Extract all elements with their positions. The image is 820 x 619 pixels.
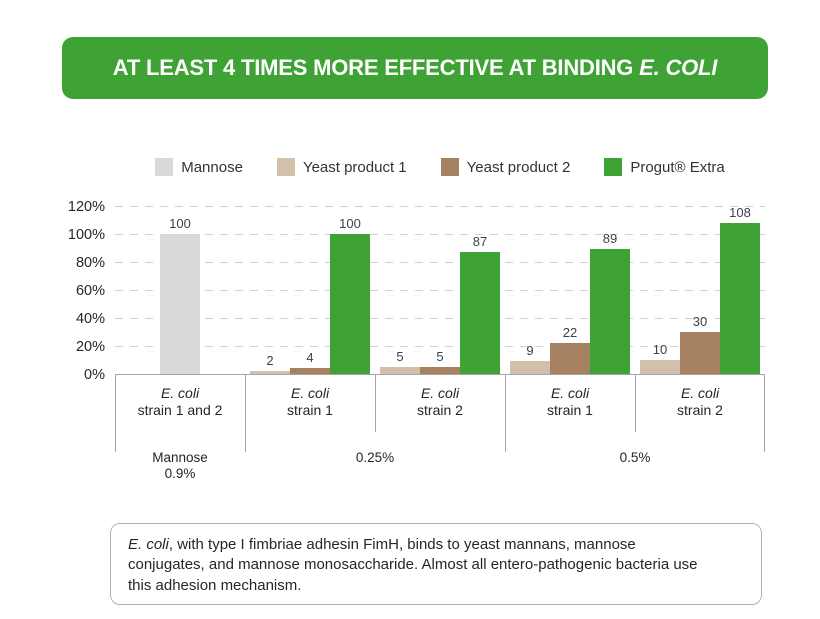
x-axis-supergroup-label-line: Mannose bbox=[152, 450, 208, 465]
x-axis-supergroup-label-line: 0.5% bbox=[619, 450, 651, 465]
bar-value-label: 100 bbox=[169, 216, 191, 231]
y-tick-label: 40% bbox=[75, 311, 105, 327]
bar-value-label: 87 bbox=[472, 234, 488, 250]
legend-label: Yeast product 1 bbox=[302, 158, 407, 176]
bar-value-label: 108 bbox=[729, 204, 751, 220]
x-axis-group-label: E. coli strain 1 and 2 bbox=[115, 385, 245, 418]
y-tick-label: 80% bbox=[75, 255, 105, 271]
page-title: AT LEAST 4 TIMES MORE EFFECTIVE AT BINDI… bbox=[112, 55, 718, 81]
x-axis-minor-tick bbox=[635, 375, 636, 432]
x-axis-major-tick bbox=[245, 375, 246, 452]
footnote-rest: , with type I fimbriae adhesin FimH, bin… bbox=[128, 536, 698, 594]
gridline bbox=[115, 234, 765, 235]
bar bbox=[640, 360, 680, 374]
legend-item: Progut® Extra bbox=[604, 158, 725, 176]
x-axis-major-tick bbox=[764, 375, 765, 452]
bar-value-label: 5 bbox=[436, 349, 444, 364]
x-axis-supergroup-label-line: 0.9% bbox=[164, 466, 196, 481]
y-axis: 0% 20% 40% 60% 80% 100% 120% bbox=[0, 199, 105, 383]
gridline bbox=[115, 206, 765, 207]
bar bbox=[330, 234, 370, 374]
x-axis-supergroup-label: 0.25% bbox=[245, 450, 505, 466]
x-axis-group-label-line1: E. coli bbox=[420, 385, 460, 401]
x-axis-group-label-line2: strain 1 bbox=[287, 401, 333, 418]
bar-value-label: 89 bbox=[602, 231, 618, 247]
bar bbox=[720, 222, 760, 374]
bar bbox=[290, 368, 330, 374]
y-tick-label: 100% bbox=[67, 227, 105, 243]
bar-value-label: 10 bbox=[652, 342, 668, 357]
y-tick-label: 0% bbox=[84, 367, 105, 383]
x-axis-supergroup-label: Mannose 0.9% bbox=[115, 450, 245, 482]
legend-swatch bbox=[604, 158, 623, 176]
legend-swatch bbox=[155, 158, 174, 176]
x-axis-major-tick bbox=[505, 375, 506, 452]
y-tick-label: 60% bbox=[75, 283, 105, 299]
bar bbox=[250, 371, 290, 374]
bar bbox=[420, 367, 460, 374]
x-axis-group-label-line2: strain 2 bbox=[417, 401, 463, 418]
bar bbox=[460, 252, 500, 374]
bar bbox=[380, 367, 420, 374]
x-axis-supergroup-label: 0.5% bbox=[505, 450, 765, 466]
legend-swatch bbox=[440, 158, 459, 176]
x-axis-group-label: E. coli strain 2 bbox=[635, 385, 765, 418]
bar bbox=[510, 361, 550, 374]
bar bbox=[590, 249, 630, 374]
chart-legend: Mannose Yeast product 1 Yeast product 2 Pro… bbox=[115, 155, 765, 179]
x-axis-major-tick bbox=[115, 375, 116, 452]
legend-item: Yeast product 1 bbox=[276, 158, 407, 176]
x-axis-group-label-line1: E. coli bbox=[680, 385, 720, 401]
bar bbox=[680, 332, 720, 374]
bar bbox=[550, 343, 590, 374]
x-axis-group-label-line2: strain 2 bbox=[677, 401, 723, 418]
footnote-italic: E. coli bbox=[128, 536, 169, 553]
x-axis-group-label: E. coli strain 1 bbox=[505, 385, 635, 418]
legend-item: Yeast product 2 bbox=[440, 158, 571, 176]
x-axis-group-label-line2: strain 1 and 2 bbox=[137, 401, 223, 418]
x-axis-group-label-line1: E. coli bbox=[160, 385, 200, 401]
title-banner: AT LEAST 4 TIMES MORE EFFECTIVE AT BINDI… bbox=[62, 37, 768, 99]
legend-swatch bbox=[276, 158, 295, 176]
bar-value-label: 2 bbox=[266, 353, 274, 369]
legend-item: Mannose bbox=[155, 158, 243, 176]
bar-value-label: 100 bbox=[339, 216, 361, 231]
x-axis: E. coli strain 1 and 2 E. coli strain 1 E. c… bbox=[115, 375, 765, 497]
x-axis-supergroup-label-line: 0.25% bbox=[355, 450, 395, 465]
bar-chart: 0% 20% 40% 60% 80% 100% 120% 100 2 4 100 5 5 87 9 22 89… bbox=[0, 199, 820, 497]
bar-value-label: 22 bbox=[562, 325, 578, 341]
footnote-box: E. coli, with type I fimbriae adhesin Fi… bbox=[110, 523, 762, 605]
gridline bbox=[115, 290, 765, 291]
legend-label: Progut® Extra bbox=[630, 158, 725, 176]
footnote-text: E. coli, with type I fimbriae adhesin Fi… bbox=[128, 535, 713, 596]
gridline bbox=[115, 262, 765, 263]
bar-value-label: 30 bbox=[692, 314, 708, 329]
gridline bbox=[115, 318, 765, 319]
y-tick-label: 20% bbox=[75, 339, 105, 355]
page-title-text: AT LEAST 4 TIMES MORE EFFECTIVE AT BINDI… bbox=[112, 55, 640, 80]
x-axis-group-label-line1: E. coli bbox=[290, 385, 330, 401]
x-axis-minor-tick bbox=[375, 375, 376, 432]
legend-label: Mannose bbox=[181, 158, 243, 176]
x-axis-group-label-line1: E. coli bbox=[550, 385, 590, 401]
bar bbox=[160, 234, 200, 374]
bar-value-label: 4 bbox=[306, 350, 314, 366]
y-tick-label: 120% bbox=[67, 199, 105, 215]
x-axis-group-label: E. coli strain 2 bbox=[375, 385, 505, 418]
x-axis-group-label: E. coli strain 1 bbox=[245, 385, 375, 418]
page-title-italic: E. COLI bbox=[639, 55, 718, 80]
legend-label: Yeast product 2 bbox=[466, 158, 571, 176]
bar-value-label: 9 bbox=[526, 343, 534, 359]
x-axis-group-label-line2: strain 1 bbox=[547, 401, 593, 418]
gridline bbox=[115, 346, 765, 347]
plot-area: 100 2 4 100 5 5 87 9 22 89 10 30 108 bbox=[115, 205, 765, 375]
bar-value-label: 5 bbox=[396, 349, 404, 364]
